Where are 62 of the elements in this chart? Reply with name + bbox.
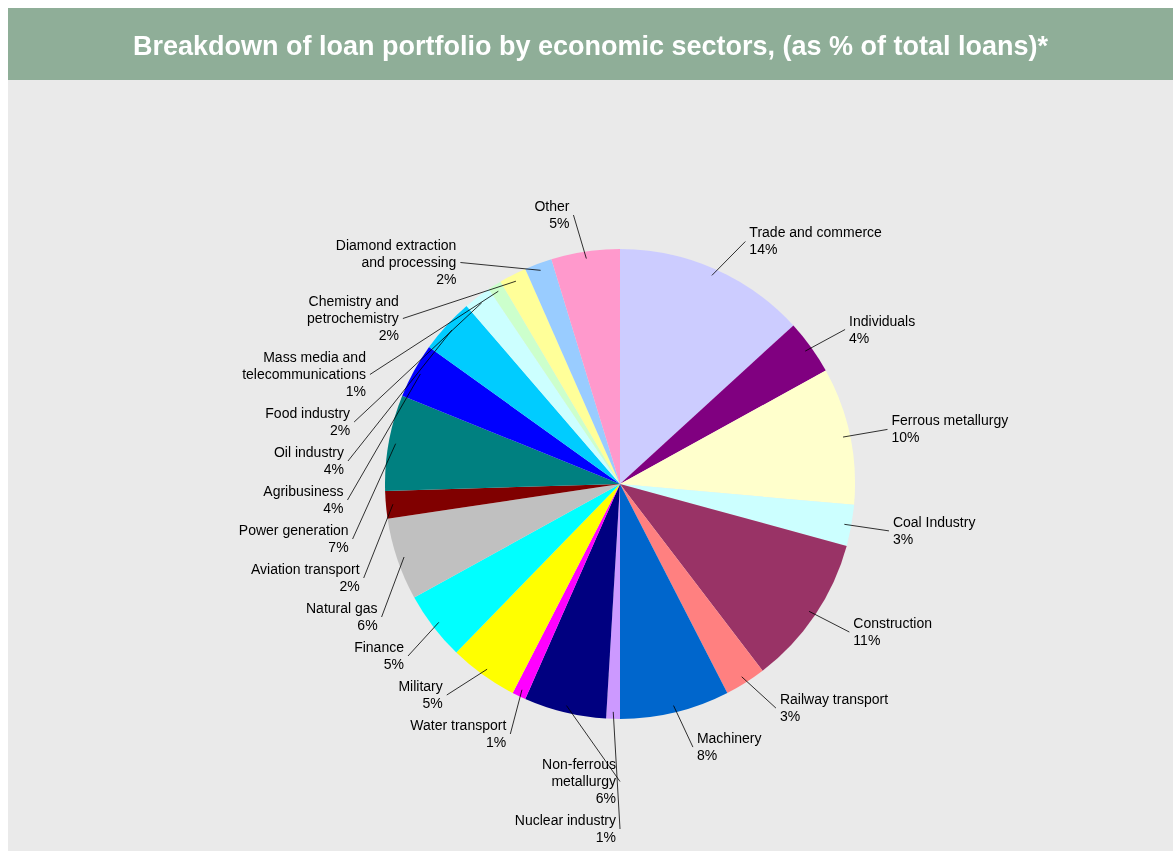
slice-label: Military (398, 678, 443, 694)
slice-label: Finance (354, 639, 405, 655)
data-label: 7% (328, 539, 349, 555)
pie-slice (620, 484, 847, 671)
pie-slice (620, 484, 763, 694)
data-label: 1% (486, 734, 507, 750)
chart-title: Breakdown of loan portfolio by economic sectors, (as % of total loans)* (132, 31, 1049, 61)
slice-label: Construction (853, 615, 932, 632)
data-label: 5% (383, 656, 404, 672)
slice-label: Food industry (265, 405, 351, 421)
slice-label: Other (534, 198, 570, 214)
data-label: 10% (891, 429, 920, 446)
data-label: 2% (329, 422, 351, 438)
data-label: 4% (323, 461, 344, 477)
data-label: 3% (892, 530, 914, 547)
pie-slice (414, 484, 620, 653)
slice-label: Diamond extraction and processing (335, 237, 457, 270)
pie-slice (387, 484, 620, 598)
pie-slice (466, 289, 620, 484)
pie-slice (402, 347, 620, 484)
slice-label: Machinery (696, 730, 762, 747)
pie-slice (525, 259, 620, 484)
slice-label: Trade and commerce (749, 224, 883, 241)
slice-label: Coal Industry (892, 513, 976, 530)
slice-label: Individuals (849, 312, 916, 329)
slice-label: Nuclear industry (514, 812, 616, 828)
data-label: 8% (696, 747, 718, 764)
data-label: 3% (779, 708, 801, 725)
data-label: 2% (339, 578, 360, 594)
pie-slice (385, 395, 620, 491)
slice-label: Mass media and telecommunications (242, 349, 366, 382)
pie-slice (620, 325, 826, 484)
data-label: 5% (422, 695, 443, 711)
pie-slice (456, 484, 620, 694)
pie-slice (620, 484, 728, 719)
pie-slice (525, 484, 620, 719)
slice-label: Non-ferrous metallurgy (542, 756, 616, 789)
slice-label: Agribusiness (263, 483, 344, 499)
slice-label: Power generation (238, 522, 349, 538)
slice-label: Aviation transport (250, 561, 360, 577)
data-label: 4% (849, 329, 870, 346)
data-label: 6% (357, 617, 378, 633)
data-label: 5% (549, 215, 570, 231)
pie-slice (385, 484, 620, 519)
slice-label: Railway transport (779, 691, 889, 708)
data-label: 6% (595, 790, 616, 806)
slice-label: Chemistry and petrochemistry (307, 293, 399, 326)
pie-slice (429, 305, 620, 484)
data-label: 2% (436, 271, 457, 287)
data-label: 11% (853, 632, 881, 649)
pie-slice (620, 370, 855, 505)
data-label: 1% (595, 829, 616, 845)
pie-slice (551, 249, 620, 484)
slice-label: Natural gas (305, 600, 378, 616)
data-label: 14% (749, 241, 778, 258)
slice-label: Water transport (410, 717, 507, 733)
pie-slice (620, 484, 855, 546)
data-label: 4% (323, 500, 344, 516)
slice-label: Oil industry (273, 444, 344, 460)
data-label: 1% (345, 383, 366, 399)
data-label: 2% (378, 327, 399, 343)
slice-label: Ferrous metallurgy (891, 412, 1009, 429)
